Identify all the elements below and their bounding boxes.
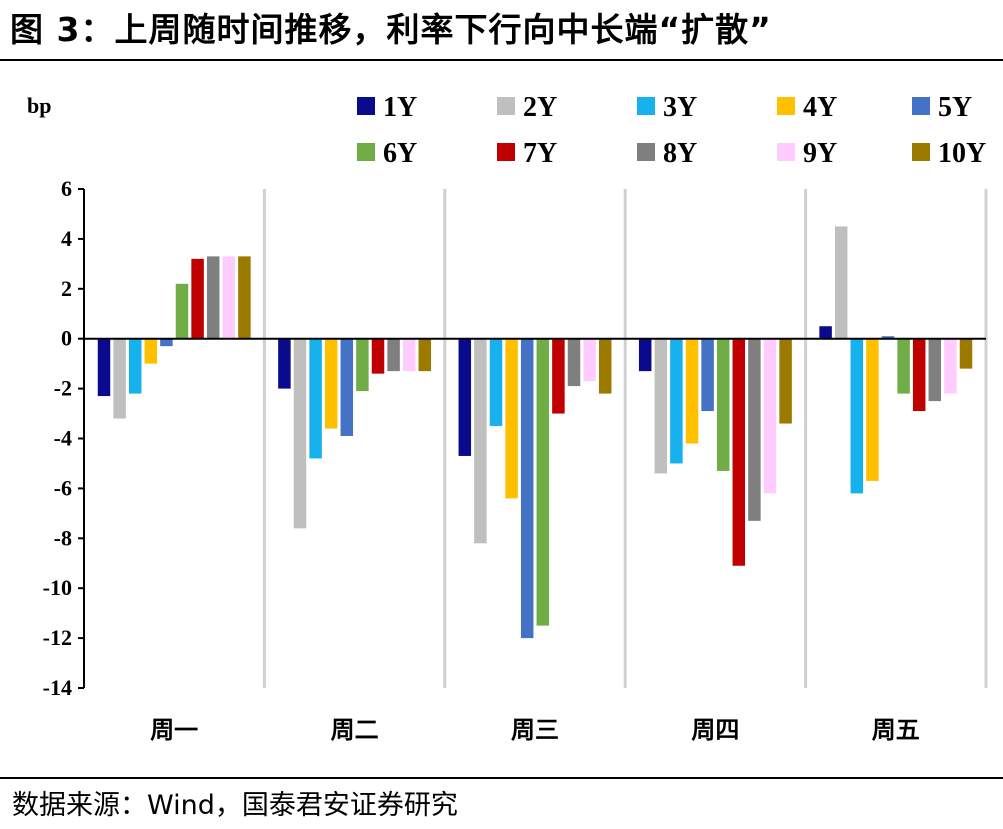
bar-4Y-1 [144,338,158,364]
legend-swatch-9Y [777,143,795,161]
legend-label-3Y: 3Y [663,92,697,123]
bar-10Y-4 [779,338,792,424]
bar-9Y-3 [583,338,596,382]
legend-swatch-6Y [357,143,375,161]
legend-label-2Y: 2Y [523,92,557,123]
legend-swatch-5Y [912,97,930,115]
bar-9Y-2 [402,338,416,372]
bar-3Y-2 [309,338,322,459]
y-tick-label: -2 [54,376,72,401]
bar-8Y-1 [206,256,220,339]
y-tick-label: -6 [54,475,72,500]
bar-8Y-4 [748,338,761,521]
bar-4Y-2 [324,338,338,429]
bar-5Y-3 [520,338,534,639]
legend-label-8Y: 8Y [663,138,697,169]
bar-4Y-4 [685,338,699,444]
legend-label-1Y: 1Y [383,92,417,123]
bar-4Y-3 [505,338,518,499]
legend-label-5Y: 5Y [938,92,972,123]
legend-label-10Y: 10Y [938,138,986,169]
bar-2Y-1 [113,338,126,419]
bar-3Y-3 [489,338,503,427]
bar-9Y-1 [222,256,236,339]
category-label: 周三 [511,716,559,744]
bar-7Y-2 [371,338,385,374]
bar-6Y-2 [356,338,369,392]
bar-1Y-3 [458,338,472,456]
y-tick-label: 4 [61,226,72,251]
bar-3Y-1 [128,338,142,394]
legend-label-6Y: 6Y [383,138,417,169]
bar-7Y-3 [552,338,565,414]
source-note: 数据来源：Wind，国泰君安证券研究 [12,790,458,821]
bar-10Y-5 [959,338,973,369]
y-tick-label: -8 [54,525,72,550]
bar-5Y-5 [881,336,895,339]
legend-swatch-3Y [637,97,655,115]
bar-2Y-4 [654,338,668,474]
bar-2Y-3 [474,338,487,544]
legend-label-4Y: 4Y [803,92,837,123]
bar-7Y-1 [191,258,204,339]
legend: 1Y 2Y 3Y 4Y 5Y 6Y 7Y 8Y 9Y 10Y [357,92,986,169]
bar-5Y-2 [340,338,354,436]
y-axis-unit: bp [27,93,51,118]
bar-10Y-3 [598,338,612,394]
footer-rule [0,777,1003,779]
legend-label-9Y: 9Y [803,138,837,169]
legend-swatch-10Y [912,143,930,161]
bar-5Y-4 [701,338,714,412]
bar-6Y-4 [716,338,730,471]
bar-3Y-5 [850,338,864,494]
bar-6Y-3 [536,338,550,626]
y-tick-label: -4 [54,426,72,451]
bar-6Y-5 [897,338,910,394]
category-separators [262,189,988,688]
bar-3Y-4 [670,338,683,464]
bar-4Y-5 [866,338,879,481]
bar-8Y-3 [567,338,581,387]
category-label: 周五 [872,716,920,744]
category-label: 周二 [331,716,379,744]
category-label: 周四 [691,716,739,744]
legend-swatch-2Y [497,97,515,115]
chart-title: 图 3：上周随时间推移，利率下行向中长端“扩散” [10,10,772,49]
bar-10Y-1 [238,256,251,339]
legend-swatch-1Y [357,97,375,115]
bar-8Y-2 [387,338,400,372]
bars [97,226,973,639]
bar-1Y-4 [638,338,652,372]
axes: -14 -12 -10 -8 -6 -4 -2 0 2 4 6 bp 周一 周二 周三 周四 周五 [27,93,986,744]
y-tick-label: -14 [43,675,72,700]
bar-1Y-2 [278,338,291,389]
bar-5Y-1 [160,338,173,347]
bar-1Y-5 [819,326,832,339]
y-tick-label: -10 [43,575,72,600]
bar-7Y-5 [912,338,926,412]
bar-9Y-4 [763,338,777,494]
legend-swatch-4Y [777,97,795,115]
y-tick-label: 0 [61,326,72,351]
bar-9Y-5 [944,338,957,394]
title-rule [0,59,1003,61]
bar-2Y-5 [834,226,848,339]
bar-8Y-5 [928,338,942,402]
legend-swatch-7Y [497,143,515,161]
bar-7Y-4 [732,338,746,566]
y-tick-label: -12 [43,625,72,650]
legend-swatch-8Y [637,143,655,161]
legend-label-7Y: 7Y [523,138,557,169]
bar-10Y-2 [418,338,432,372]
bar-1Y-1 [97,338,111,397]
y-tick-label: 6 [61,176,72,201]
y-tick-label: 2 [61,276,72,301]
bar-6Y-1 [175,283,189,339]
bar-chart: -14 -12 -10 -8 -6 -4 -2 0 2 4 6 bp 周一 周二 周三 周四 周五 1Y 2Y 3Y… [27,92,988,744]
category-label: 周一 [150,716,198,744]
bar-2Y-2 [293,338,307,529]
